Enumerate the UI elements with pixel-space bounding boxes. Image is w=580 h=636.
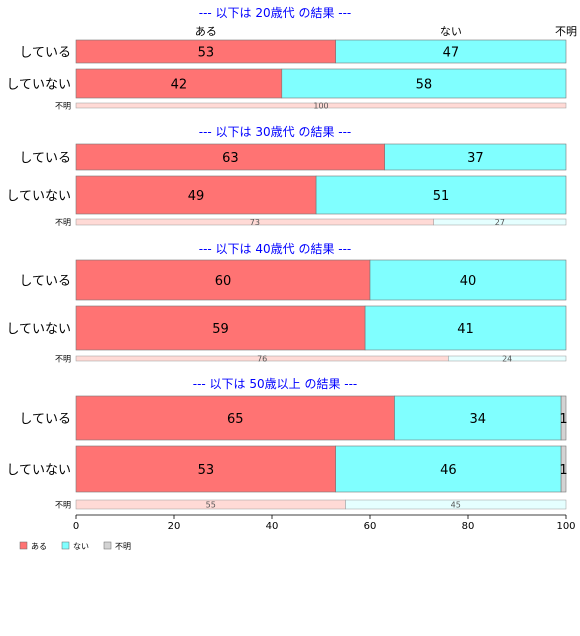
bar-segment-nai <box>394 395 562 441</box>
fumei-row-label: 不明 <box>55 102 71 111</box>
bar-value-label: 42 <box>171 78 188 93</box>
bar-value-label: 40 <box>460 274 477 289</box>
fumei-bar-value-label: 73 <box>250 218 260 227</box>
bar-segment-nai <box>335 445 562 493</box>
fumei-bar-value-label: 100 <box>313 102 328 111</box>
x-axis-tick-label: 0 <box>73 521 79 532</box>
bar-value-label: 49 <box>188 189 205 204</box>
row-label: している <box>19 274 71 289</box>
bar-segment-nai <box>384 143 567 171</box>
x-axis-tick-label: 20 <box>168 521 181 532</box>
legend-label: ない <box>73 542 89 551</box>
header-fumei: 不明 <box>555 25 577 38</box>
bar-value-label: 47 <box>443 46 460 61</box>
bar-value-label: 41 <box>457 322 474 337</box>
row-label: している <box>19 46 71 61</box>
x-axis-tick-label: 40 <box>266 521 279 532</box>
fumei-bar-segment-nai <box>345 499 567 510</box>
header-nai: ない <box>440 25 462 38</box>
bar-segment-aru <box>75 305 366 351</box>
legend-swatch <box>103 541 112 550</box>
bar-value-label: 51 <box>433 189 450 204</box>
bar-segment-nai <box>281 68 567 99</box>
fumei-row-label: 不明 <box>55 501 71 510</box>
x-axis-tick-label: 80 <box>462 521 475 532</box>
x-axis-tick-label: 60 <box>364 521 377 532</box>
bar-segment-aru <box>75 395 395 441</box>
panel-title: --- 以下は 50歳以上 の結果 --- <box>193 377 358 391</box>
legend-swatch <box>19 541 28 550</box>
panel-title: --- 以下は 20歳代 の結果 --- <box>199 6 352 20</box>
row-label: していない <box>6 322 71 337</box>
x-axis-tick-label: 100 <box>556 521 575 532</box>
bar-value-label: 1 <box>559 463 567 478</box>
fumei-bar-value-label: 27 <box>495 218 505 227</box>
bar-value-label: 63 <box>222 151 239 166</box>
fumei-bar-segment-nai <box>448 355 567 362</box>
bar-segment-nai <box>335 39 567 64</box>
fumei-bar-value-label: 24 <box>502 355 512 364</box>
legend-label: ある <box>31 542 47 551</box>
legend-swatch <box>61 541 70 550</box>
fumei-bar-value-label: 76 <box>257 355 267 364</box>
bar-value-label: 53 <box>198 463 215 478</box>
fumei-bar-value-label: 55 <box>206 501 216 510</box>
row-label: していない <box>6 463 71 478</box>
row-label: している <box>19 412 71 427</box>
row-label: していない <box>6 189 71 204</box>
bar-segment-aru <box>75 259 371 301</box>
bar-segment-fumei <box>560 395 567 441</box>
bar-value-label: 58 <box>416 78 433 93</box>
bar-value-label: 46 <box>440 463 457 478</box>
bar-segment-fumei <box>560 445 567 493</box>
panel-title: --- 以下は 40歳代 の結果 --- <box>199 242 352 256</box>
bar-segment-nai <box>364 305 567 351</box>
row-label: している <box>19 151 71 166</box>
fumei-bar-segment-nai <box>433 218 567 226</box>
row-label: していない <box>6 78 71 93</box>
bar-segment-aru <box>75 175 317 215</box>
bar-value-label: 53 <box>198 46 215 61</box>
bar-value-label: 65 <box>227 412 244 427</box>
bar-segment-aru <box>75 445 337 493</box>
fumei-row-label: 不明 <box>55 218 71 227</box>
fumei-bar-segment-aru <box>75 102 567 109</box>
bar-value-label: 37 <box>467 151 484 166</box>
fumei-bar-value-label: 45 <box>451 501 461 510</box>
bar-value-label: 59 <box>212 322 229 337</box>
bar-segment-aru <box>75 143 386 171</box>
bar-segment-nai <box>369 259 567 301</box>
bar-segment-aru <box>75 68 283 99</box>
bar-segment-nai <box>315 175 567 215</box>
bar-value-label: 1 <box>559 412 567 427</box>
header-aru: ある <box>195 25 217 38</box>
bar-value-label: 34 <box>470 412 487 427</box>
bar-value-label: 60 <box>215 274 232 289</box>
legend-label: 不明 <box>115 542 131 551</box>
fumei-row-label: 不明 <box>55 355 71 364</box>
panel-title: --- 以下は 30歳代 の結果 --- <box>199 125 352 139</box>
